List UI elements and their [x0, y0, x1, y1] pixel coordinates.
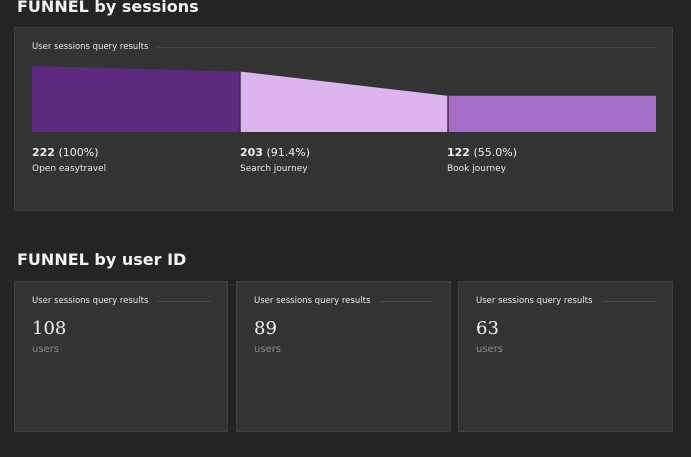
funnel-step-2: 203 (91.4%) Search journey [240, 146, 310, 174]
funnel-step-3: 122 (55.0%) Book journey [447, 146, 517, 174]
funnel-segment-3 [448, 95, 656, 132]
funnel-users-title: FUNNEL by user ID [17, 250, 187, 269]
tile-header: User sessions query results [254, 296, 433, 306]
user-count-unit: users [476, 344, 504, 355]
step-count: 122 [447, 146, 470, 159]
step-count: 222 [32, 146, 55, 159]
tile-label: User sessions query results [254, 296, 371, 306]
funnel-segment-2 [240, 71, 448, 132]
step-name: Book journey [447, 164, 507, 174]
users-tile-2[interactable]: User sessions query results 89 users [236, 281, 451, 432]
header-divider [158, 46, 655, 48]
step-percent: (55.0%) [473, 146, 517, 159]
tile-label: User sessions query results [32, 296, 149, 306]
user-count-value: 108 [32, 318, 67, 339]
tile-header: User sessions query results [32, 296, 210, 306]
user-count-unit: users [32, 344, 60, 355]
user-count-unit: users [254, 344, 282, 355]
step-percent: (100%) [58, 146, 99, 159]
tile-label: User sessions query results [476, 296, 593, 306]
step-metric: 222 (100%) [32, 146, 106, 159]
step-metric: 122 (55.0%) [447, 146, 517, 159]
header-divider [380, 300, 433, 302]
tile-header: User sessions query results [476, 296, 655, 306]
funnel-step-1: 222 (100%) Open easytravel [32, 146, 106, 174]
user-count-value: 63 [476, 318, 499, 339]
funnel-sessions-tile[interactable]: User sessions query results 222 (100%) O… [14, 27, 673, 211]
step-metric: 203 (91.4%) [240, 146, 310, 159]
step-name: Open easytravel [32, 164, 107, 174]
funnel-sessions-title: FUNNEL by sessions [17, 0, 199, 16]
user-count-value: 89 [254, 318, 277, 339]
users-tile-3[interactable]: User sessions query results 63 users [458, 281, 673, 432]
header-divider [158, 300, 210, 302]
tile-label: User sessions query results [32, 42, 149, 52]
step-name: Search journey [240, 164, 308, 174]
funnel-segment-1 [32, 66, 240, 132]
tile-header: User sessions query results [32, 42, 655, 52]
step-percent: (91.4%) [266, 146, 310, 159]
step-count: 203 [240, 146, 263, 159]
funnel-chart [32, 66, 656, 132]
users-tile-1[interactable]: User sessions query results 108 users [14, 281, 228, 432]
header-divider [602, 300, 655, 302]
